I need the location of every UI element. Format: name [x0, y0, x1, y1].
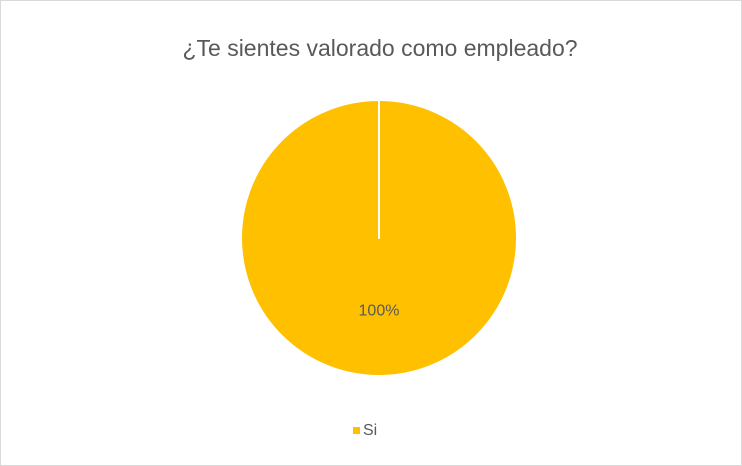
legend-swatch: [353, 427, 360, 434]
pie-slice: [240, 99, 518, 377]
legend-label: Si: [363, 422, 377, 439]
data-label: 100%: [359, 302, 400, 319]
chart-title: ¿Te sientes valorado como empleado?: [182, 35, 577, 61]
